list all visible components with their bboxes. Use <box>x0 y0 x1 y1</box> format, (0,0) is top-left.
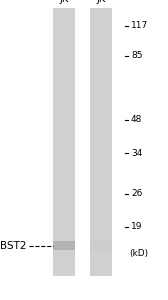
Text: 34: 34 <box>131 148 142 158</box>
Bar <box>90 242 112 250</box>
Text: (kD): (kD) <box>129 249 149 258</box>
Text: 26: 26 <box>131 189 142 198</box>
Text: BST2: BST2 <box>0 241 27 251</box>
Text: 19: 19 <box>131 222 142 231</box>
Text: JK: JK <box>59 0 69 4</box>
Text: 48: 48 <box>131 116 142 124</box>
Text: 85: 85 <box>131 51 142 60</box>
Text: JK: JK <box>96 0 106 4</box>
Text: 117: 117 <box>131 21 148 30</box>
Bar <box>53 8 75 276</box>
Bar <box>53 242 75 250</box>
Bar <box>90 8 112 276</box>
